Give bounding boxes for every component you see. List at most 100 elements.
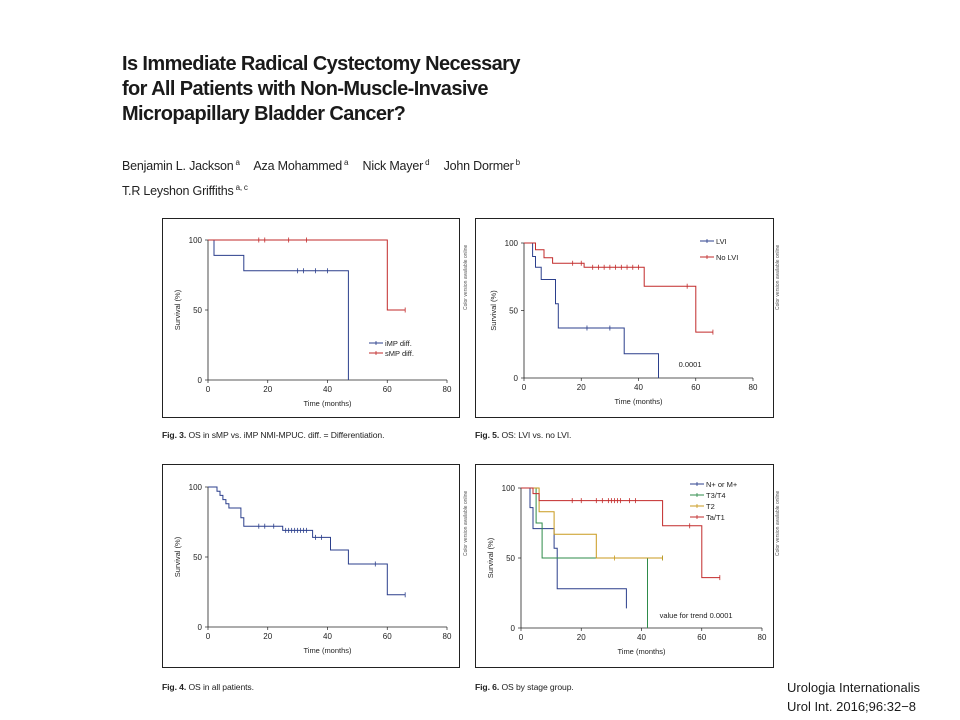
figure-5-panel: 0 20 40 60 80 0 50 100 Time (months) Survival (%)…: [475, 218, 774, 418]
survival-curve-series-4: [521, 487, 720, 579]
journal-citation: Urol Int. 2016;96:32−8: [787, 699, 917, 714]
x-tick-label: 80: [758, 633, 767, 642]
author: Benjamin L. Jackson a: [122, 158, 240, 173]
x-axis-label: Time (months): [617, 647, 666, 656]
x-tick-label: 80: [443, 385, 452, 394]
figure-6-panel: 0 20 40 60 80 0 50 100 Time (months) Survival (%)…: [475, 464, 774, 668]
y-tick-label: 0: [198, 623, 203, 632]
x-tick-label: 20: [577, 383, 586, 392]
legend-entry: T2: [706, 502, 715, 511]
x-axis-label: Time (months): [303, 646, 352, 655]
y-axis-label: Survival (%): [173, 536, 182, 577]
y-axis-label: Survival (%): [486, 537, 495, 578]
x-tick-label: 40: [634, 383, 643, 392]
y-tick-label: 50: [193, 306, 202, 315]
figure-6-caption: Fig. 6. OS by stage group.: [475, 682, 574, 692]
y-tick-label: 50: [509, 307, 518, 316]
color-version-note: Color version available online: [463, 244, 469, 310]
legend-entry: T3/T4: [706, 491, 726, 500]
author-affiliation: d: [425, 158, 430, 167]
x-tick-label: 0: [519, 633, 524, 642]
author: T.R Leyshon Griffiths a, c: [122, 183, 248, 198]
legend-entry: sMP diff.: [385, 349, 414, 358]
color-version-note: Color version available online: [775, 490, 781, 556]
author-name: Aza Mohammed: [253, 159, 343, 173]
x-tick-label: 0: [522, 383, 527, 392]
y-tick-label: 100: [189, 236, 203, 245]
journal-reference: Urologia Internationalis Urol Int. 2016;…: [787, 678, 920, 716]
figure-label: Fig. 4.: [162, 682, 187, 692]
survival-curve-series-2: [524, 242, 713, 333]
x-tick-label: 80: [443, 632, 452, 641]
figure-5-caption: Fig. 5. OS: LVI vs. no LVI.: [475, 430, 571, 440]
y-tick-label: 0: [198, 376, 203, 385]
figure-3-caption: Fig. 3. OS in sMP vs. iMP NMI-MPUC. diff…: [162, 430, 384, 440]
author: Nick Mayer d: [362, 158, 430, 173]
legend-entry: LVI: [716, 237, 727, 246]
color-version-note: Color version available online: [463, 490, 469, 556]
x-tick-label: 60: [691, 383, 700, 392]
x-tick-label: 60: [383, 385, 392, 394]
author-name: Nick Mayer: [362, 159, 424, 173]
x-tick-label: 40: [323, 385, 332, 394]
author-affiliation: a: [235, 158, 240, 167]
y-axis-label: Survival (%): [489, 290, 498, 331]
x-tick-label: 20: [263, 632, 272, 641]
figure-4-caption: Fig. 4. OS in all patients.: [162, 682, 254, 692]
p-value-annotation: 0.0001: [679, 360, 702, 369]
y-tick-label: 100: [189, 483, 203, 492]
p-value-annotation: value for trend 0.0001: [660, 611, 733, 620]
x-tick-label: 20: [263, 385, 272, 394]
survival-curve-series-2: [208, 239, 406, 311]
x-tick-label: 20: [577, 633, 586, 642]
survival-curve-series-1: [521, 487, 627, 609]
x-tick-label: 40: [323, 632, 332, 641]
author-name: T.R Leyshon Griffiths: [122, 184, 234, 198]
author: John Dormer b: [443, 158, 521, 173]
survival-curve-series-3: [521, 487, 663, 559]
figure-label: Fig. 6.: [475, 682, 500, 692]
y-tick-label: 0: [514, 374, 519, 383]
author-affiliation: a, c: [235, 183, 248, 192]
x-axis-label: Time (months): [614, 397, 663, 406]
y-tick-label: 0: [511, 624, 516, 633]
title-line-3: Micropapillary Bladder Cancer?: [122, 103, 406, 125]
x-tick-label: 40: [637, 633, 646, 642]
figure-caption-text: OS by stage group.: [501, 682, 574, 692]
x-tick-label: 0: [206, 385, 211, 394]
title-line-1: Is Immediate Radical Cystectomy Necessar…: [122, 53, 520, 75]
color-version-note: Color version available online: [775, 244, 781, 310]
x-tick-label: 80: [749, 383, 758, 392]
figure-caption-text: OS: LVI vs. no LVI.: [501, 430, 572, 440]
figure-label: Fig. 3.: [162, 430, 187, 440]
figure-5-chart: 0 20 40 60 80 0 50 100 Time (months) Survival (%)…: [489, 237, 758, 406]
legend-entry: No LVI: [716, 253, 738, 262]
y-tick-label: 100: [505, 239, 519, 248]
y-tick-label: 50: [506, 554, 515, 563]
author-affiliation: b: [515, 158, 520, 167]
author-name: John Dormer: [443, 159, 514, 173]
figure-3-panel: 0 20 40 60 80 0 50 100 Time (months) Survival (%)…: [162, 218, 460, 418]
survival-curve-series-1: [524, 242, 659, 378]
journal-name: Urologia Internationalis: [787, 680, 920, 695]
title-line-2: for All Patients with Non-Muscle-Invasiv…: [122, 78, 488, 100]
y-axis-label: Survival (%): [173, 289, 182, 330]
author-affiliation: a: [344, 158, 349, 167]
figure-6-chart: 0 20 40 60 80 0 50 100 Time (months) Survival (%)…: [486, 480, 767, 656]
y-tick-label: 100: [502, 484, 516, 493]
legend-entry: Ta/T1: [706, 513, 725, 522]
x-tick-label: 0: [206, 632, 211, 641]
figure-caption-text: OS in all patients.: [188, 682, 254, 692]
x-tick-label: 60: [383, 632, 392, 641]
survival-curve-series-1: [208, 239, 349, 380]
survival-curve-series-1: [208, 486, 406, 596]
figure-3-chart: 0 20 40 60 80 0 50 100 Time (months) Survival (%)…: [173, 236, 452, 408]
legend-entry: iMP diff.: [385, 339, 412, 348]
figure-4-panel: 0 20 40 60 80 0 50 100 Time (months) Survival (%): [162, 464, 460, 668]
y-tick-label: 50: [193, 553, 202, 562]
figure-4-chart: 0 20 40 60 80 0 50 100 Time (months) Survival (%): [173, 483, 452, 655]
x-axis-label: Time (months): [303, 399, 352, 408]
paper-title: Is Immediate Radical Cystectomy Necessar…: [122, 52, 642, 127]
figure-label: Fig. 5.: [475, 430, 500, 440]
legend-entry: N+ or M+: [706, 480, 738, 489]
